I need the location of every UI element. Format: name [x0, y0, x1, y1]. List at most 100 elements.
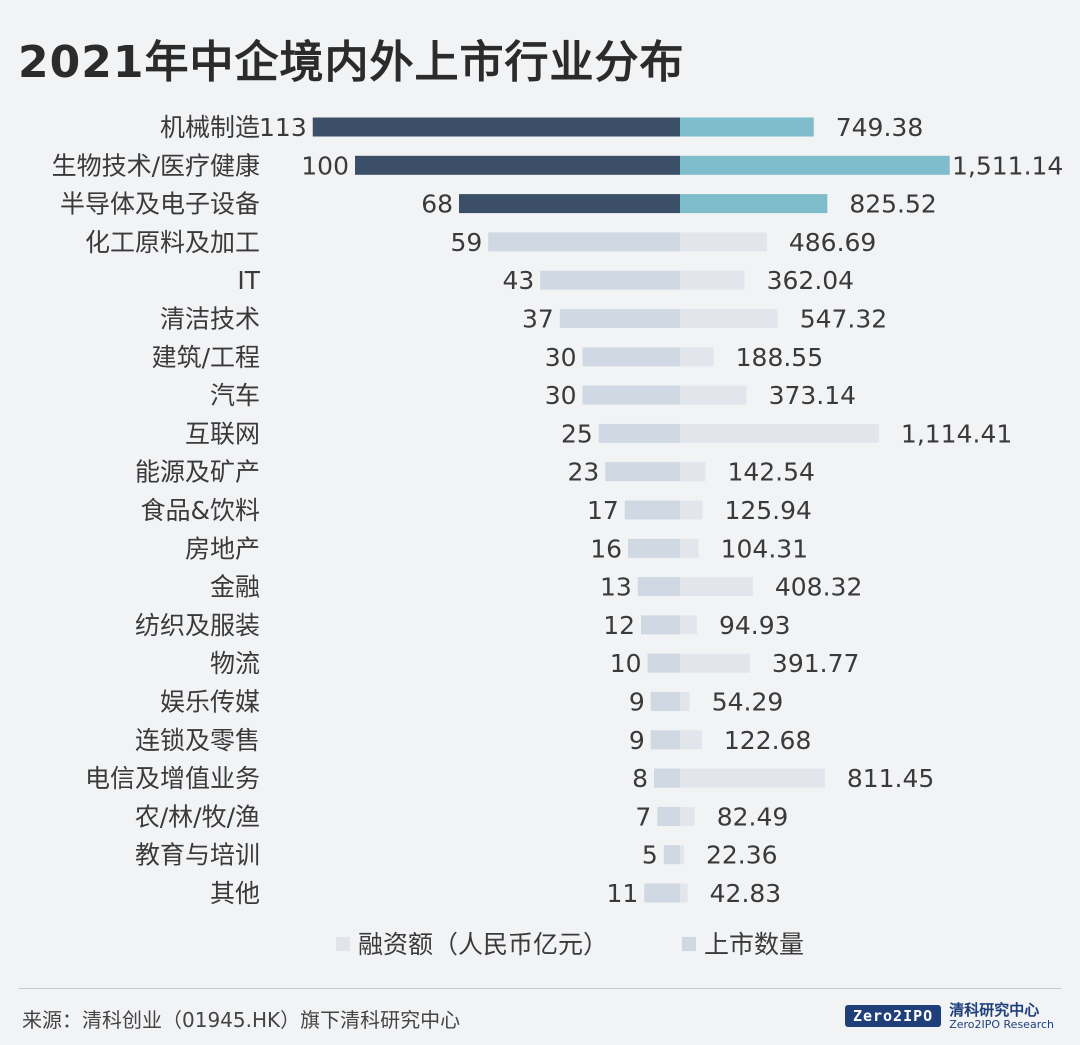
financing-amount-label: 362.04: [767, 266, 854, 295]
financing-amount-bar: [680, 462, 706, 482]
listing-count-label: 9: [629, 688, 645, 717]
financing-amount-label: 547.32: [800, 305, 887, 334]
listing-count-bar: [650, 730, 680, 750]
financing-amount-label: 142.54: [727, 458, 814, 487]
listing-count-label: 113: [259, 113, 307, 142]
financing-amount-label: 125.94: [724, 496, 811, 525]
legend-swatch-listings: [682, 937, 696, 951]
category-label: 物流: [210, 649, 260, 678]
listing-count-label: 13: [600, 573, 632, 602]
financing-amount-bar: [680, 883, 688, 903]
listing-count-label: 11: [606, 879, 638, 908]
financing-amount-bar: [680, 117, 814, 137]
financing-amount-label: 811.45: [847, 764, 934, 793]
category-label: 金融: [210, 573, 260, 602]
financing-amount-bar: [680, 309, 778, 328]
listing-count-label: 30: [545, 343, 577, 372]
category-label: 生物技术/医疗健康: [52, 151, 260, 180]
brand-block: Zero2IPO 清科研究中心 Zero2IPO Research: [844, 1002, 1054, 1031]
financing-amount-bar: [680, 615, 697, 635]
listing-count-bar: [657, 806, 680, 826]
financing-amount-label: 104.31: [721, 534, 808, 563]
financing-amount-bar: [680, 653, 750, 673]
financing-amount-label: 42.83: [710, 879, 782, 908]
financing-amount-label: 408.32: [775, 573, 862, 602]
listing-count-label: 30: [545, 381, 577, 410]
legend-swatch-financing: [336, 937, 350, 951]
listing-count-label: 100: [301, 151, 349, 180]
listing-count-bar: [540, 270, 680, 290]
financing-amount-label: 82.49: [717, 802, 789, 831]
listing-count-bar: [488, 232, 680, 252]
financing-amount-bar: [680, 232, 767, 252]
listing-count-label: 16: [590, 534, 622, 563]
financing-amount-label: 749.38: [836, 113, 923, 142]
listing-count-label: 25: [561, 419, 593, 448]
listing-count-bar: [605, 462, 680, 482]
listing-count-bar: [624, 500, 680, 520]
listing-count-bar: [559, 309, 680, 328]
legend-label-financing: 融资额（人民币亿元）: [358, 930, 608, 959]
listing-count-label: 59: [450, 228, 482, 257]
listing-count-bar: [459, 194, 680, 214]
financing-amount-label: 1,511.14: [952, 151, 1063, 180]
category-label: 互联网: [185, 419, 260, 448]
listing-count-label: 43: [502, 266, 534, 295]
financing-amount-label: 188.55: [736, 343, 823, 372]
financing-amount-label: 486.69: [789, 228, 876, 257]
listing-count-bar: [598, 423, 680, 443]
listing-count-label: 68: [421, 190, 453, 219]
financing-amount-bar: [680, 155, 950, 175]
diverging-bar-chart: 机械制造 113 749.38 生物技术/医疗健康 100 1,511.14 半导体及电子设…: [52, 113, 1064, 959]
financing-amount-label: 1,114.41: [901, 419, 1012, 448]
listing-count-label: 9: [629, 726, 645, 755]
financing-amount-label: 94.93: [719, 611, 791, 640]
listing-count-label: 5: [642, 841, 658, 870]
listing-count-bar: [644, 883, 680, 903]
category-label: 化工原料及加工: [85, 228, 260, 257]
financing-amount-bar: [680, 194, 828, 214]
brand-name-cn: 清科研究中心: [949, 1001, 1040, 1019]
listing-count-bar: [355, 155, 680, 175]
financing-amount-bar: [680, 423, 879, 443]
category-label: 汽车: [210, 381, 260, 410]
financing-amount-bar: [680, 845, 684, 865]
category-label: 机械制造: [160, 113, 260, 142]
listing-count-label: 12: [603, 611, 635, 640]
financing-amount-bar: [680, 806, 695, 826]
financing-amount-bar: [680, 538, 699, 558]
financing-amount-label: 54.29: [712, 688, 784, 717]
footer-divider: [18, 988, 1062, 989]
category-label: IT: [237, 266, 260, 295]
source-note: 来源：清科创业（01945.HK）旗下清科研究中心: [22, 1008, 461, 1032]
financing-amount-label: 22.36: [706, 841, 778, 870]
listing-count-label: 17: [587, 496, 619, 525]
category-label: 半导体及电子设备: [60, 190, 260, 219]
category-label: 建筑/工程: [152, 343, 260, 372]
category-label: 连锁及零售: [135, 726, 260, 755]
category-label: 纺织及服装: [135, 611, 260, 640]
category-label: 清洁技术: [160, 305, 260, 334]
category-label: 其他: [210, 879, 260, 908]
brand-logo: Zero2IPO: [844, 1005, 942, 1028]
category-label: 能源及矿产: [135, 458, 260, 487]
listing-count-bar: [663, 845, 680, 865]
legend-label-listings: 上市数量: [704, 930, 804, 959]
financing-amount-bar: [680, 270, 745, 290]
category-label: 农/林/牧/渔: [135, 802, 260, 831]
financing-amount-bar: [680, 768, 825, 788]
brand-name-en: Zero2IPO Research: [949, 1017, 1054, 1031]
listing-count-bar: [312, 117, 680, 137]
financing-amount-bar: [680, 730, 702, 750]
category-label: 电信及增值业务: [85, 764, 260, 793]
listing-count-label: 7: [635, 802, 651, 831]
listing-count-label: 37: [522, 305, 554, 334]
financing-amount-label: 373.14: [769, 381, 856, 410]
listing-count-bar: [637, 577, 680, 597]
listing-count-bar: [650, 692, 680, 711]
financing-amount-bar: [680, 577, 753, 597]
financing-amount-bar: [680, 500, 703, 520]
listing-count-bar: [647, 653, 680, 673]
listing-count-label: 10: [610, 649, 642, 678]
brand-text: 清科研究中心 Zero2IPO Research: [949, 1002, 1054, 1031]
